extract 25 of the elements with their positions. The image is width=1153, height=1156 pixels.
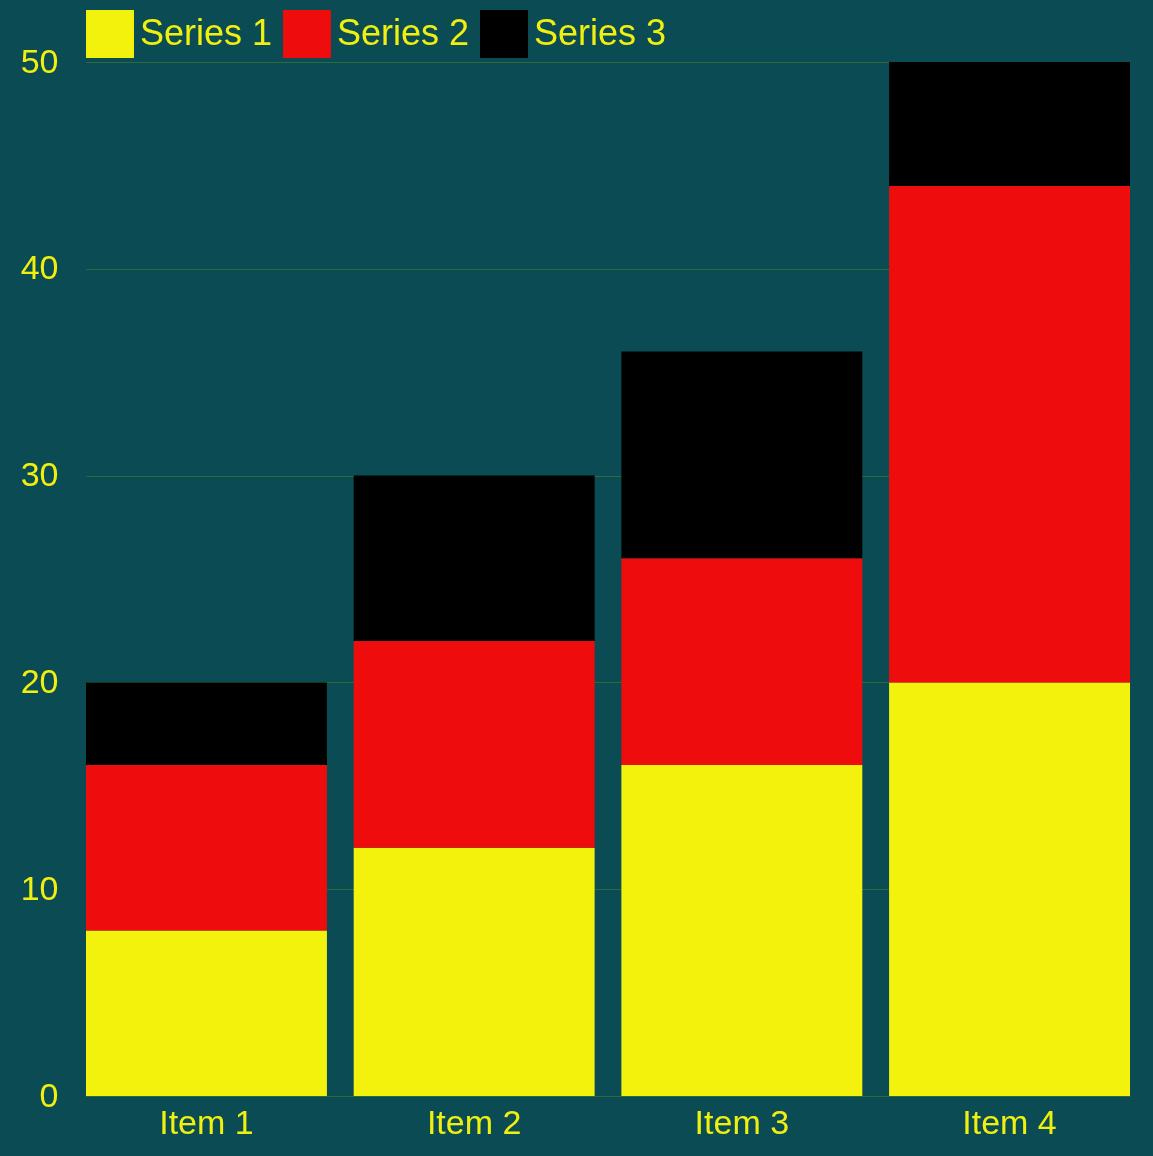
bar bbox=[889, 682, 1130, 1096]
bar bbox=[353, 641, 595, 848]
bar bbox=[621, 351, 863, 559]
bar bbox=[86, 765, 327, 931]
legend-label: Series 1 bbox=[140, 12, 273, 54]
bar bbox=[353, 847, 595, 1096]
legend-label: Series 3 bbox=[534, 12, 667, 54]
y-tick-label: 10 bbox=[20, 868, 59, 907]
x-tick-label: Item 1 bbox=[159, 1102, 254, 1141]
bar bbox=[86, 930, 327, 1096]
bar bbox=[621, 558, 863, 766]
bar bbox=[889, 62, 1130, 187]
legend-label: Series 2 bbox=[337, 12, 470, 54]
y-tick-label: 0 bbox=[39, 1075, 59, 1114]
y-tick-label: 50 bbox=[20, 41, 59, 80]
bar bbox=[889, 186, 1130, 683]
bar bbox=[353, 475, 595, 642]
x-tick-label: Item 3 bbox=[694, 1102, 790, 1141]
bar bbox=[86, 682, 327, 766]
x-tick-label: Item 4 bbox=[962, 1102, 1057, 1141]
bar bbox=[621, 765, 863, 1096]
y-tick-label: 20 bbox=[20, 661, 59, 700]
x-tick-label: Item 2 bbox=[426, 1102, 522, 1141]
y-tick-label: 30 bbox=[20, 455, 59, 494]
y-tick-label: 40 bbox=[20, 248, 59, 287]
